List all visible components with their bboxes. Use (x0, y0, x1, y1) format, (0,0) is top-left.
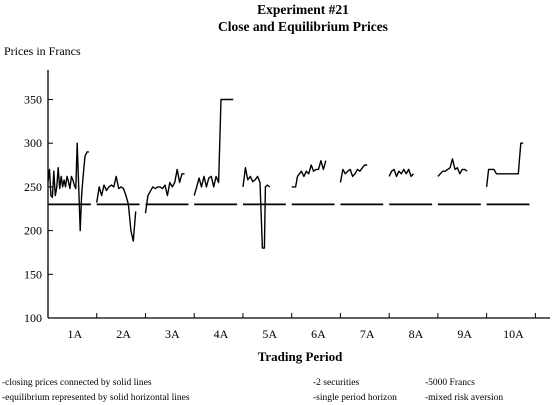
x-ticks: 1A 2A 3A 4A 5A 6A 7A 8A 9A 10A (47, 313, 536, 341)
closing-price-line (339, 164, 368, 183)
chart-subtitle: Close and Equilibrium Prices (218, 19, 388, 34)
x-tick-label: 10A (503, 327, 524, 341)
y-tick-label: 150 (24, 267, 42, 281)
closing-price-line (242, 166, 271, 249)
y-tick-label: 300 (24, 136, 42, 150)
closing-price-lines (47, 98, 524, 249)
chart-title: Experiment #21 (257, 2, 349, 17)
y-tick-label: 250 (24, 180, 42, 194)
y-ticks: 100 150 200 250 300 350 (24, 92, 53, 325)
x-tick-label: 8A (409, 327, 424, 341)
closing-price-line (144, 168, 185, 214)
x-tick-label: 9A (457, 327, 472, 341)
closing-price-line (388, 168, 415, 178)
closing-price-line (437, 158, 468, 177)
closing-price-line (47, 142, 89, 232)
x-tick-label: 3A (165, 327, 180, 341)
y-tick-label: 350 (24, 92, 42, 106)
note-equilibrium: -equilibrium represented by solid horizo… (2, 393, 190, 403)
x-axis-label: Trading Period (258, 349, 343, 364)
y-tick-label: 200 (24, 224, 42, 238)
closing-price-line (193, 98, 234, 196)
closing-price-line (96, 175, 137, 242)
x-tick-label: 2A (116, 327, 131, 341)
axes (47, 70, 550, 319)
x-tick-label: 7A (360, 327, 375, 341)
x-tick-label: 5A (262, 327, 277, 341)
x-tick-label: 1A (67, 327, 82, 341)
note-risk-aversion: -mixed risk aversion (425, 393, 503, 403)
note-horizon: -single period horizon (313, 393, 397, 403)
y-tick-label: 100 (24, 311, 42, 325)
x-tick-label: 4A (214, 327, 229, 341)
y-axis-label: Prices in Francs (4, 44, 81, 58)
x-tick-label: 6A (311, 327, 326, 341)
note-closing-prices: -closing prices connected by solid lines (2, 378, 152, 388)
note-francs: -5000 Francs (425, 378, 475, 388)
closing-price-line (291, 159, 327, 188)
closing-price-line (485, 142, 524, 187)
note-securities: -2 securities (313, 378, 359, 388)
